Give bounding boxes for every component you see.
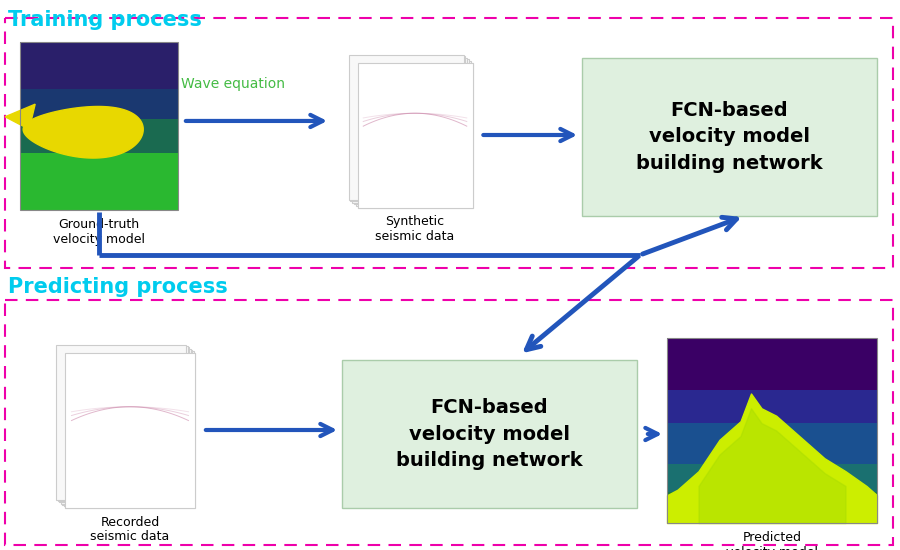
Text: FCN-based
velocity model
building network: FCN-based velocity model building networ… (636, 101, 823, 173)
Bar (354, 59, 469, 204)
Bar (5, 300, 893, 545)
Bar (20, 119, 178, 153)
Text: Predicting process: Predicting process (8, 277, 228, 297)
Bar (20, 42, 178, 210)
Bar (20, 89, 178, 119)
Bar (667, 492, 877, 523)
Bar (58, 346, 187, 501)
Bar (20, 42, 178, 89)
Bar (348, 54, 464, 200)
Text: Predicted
velocity model: Predicted velocity model (726, 531, 818, 550)
Bar (667, 464, 877, 492)
Bar (582, 58, 877, 216)
Bar (357, 63, 472, 207)
Bar (357, 63, 472, 207)
Bar (667, 338, 877, 523)
Text: Ground-truth
velocity model: Ground-truth velocity model (53, 218, 145, 246)
Bar (350, 56, 465, 201)
Bar (65, 353, 195, 508)
Bar (20, 153, 178, 210)
Text: Wave equation: Wave equation (181, 77, 285, 91)
Bar (62, 350, 192, 505)
Text: Training process: Training process (8, 10, 202, 30)
Bar (59, 347, 189, 502)
Bar (667, 338, 877, 390)
Bar (356, 61, 471, 206)
Bar (56, 344, 186, 499)
Bar (342, 360, 637, 508)
Bar (65, 353, 195, 508)
Text: Recorded
seismic data: Recorded seismic data (90, 515, 169, 543)
Bar (667, 423, 877, 464)
Bar (352, 58, 467, 203)
Bar (5, 18, 893, 268)
Polygon shape (23, 107, 143, 158)
Bar (64, 351, 194, 506)
Text: Synthetic
seismic data: Synthetic seismic data (375, 216, 454, 244)
Polygon shape (5, 104, 35, 129)
Bar (667, 390, 877, 423)
Bar (60, 349, 191, 503)
Text: FCN-based
velocity model
building network: FCN-based velocity model building networ… (396, 398, 583, 470)
